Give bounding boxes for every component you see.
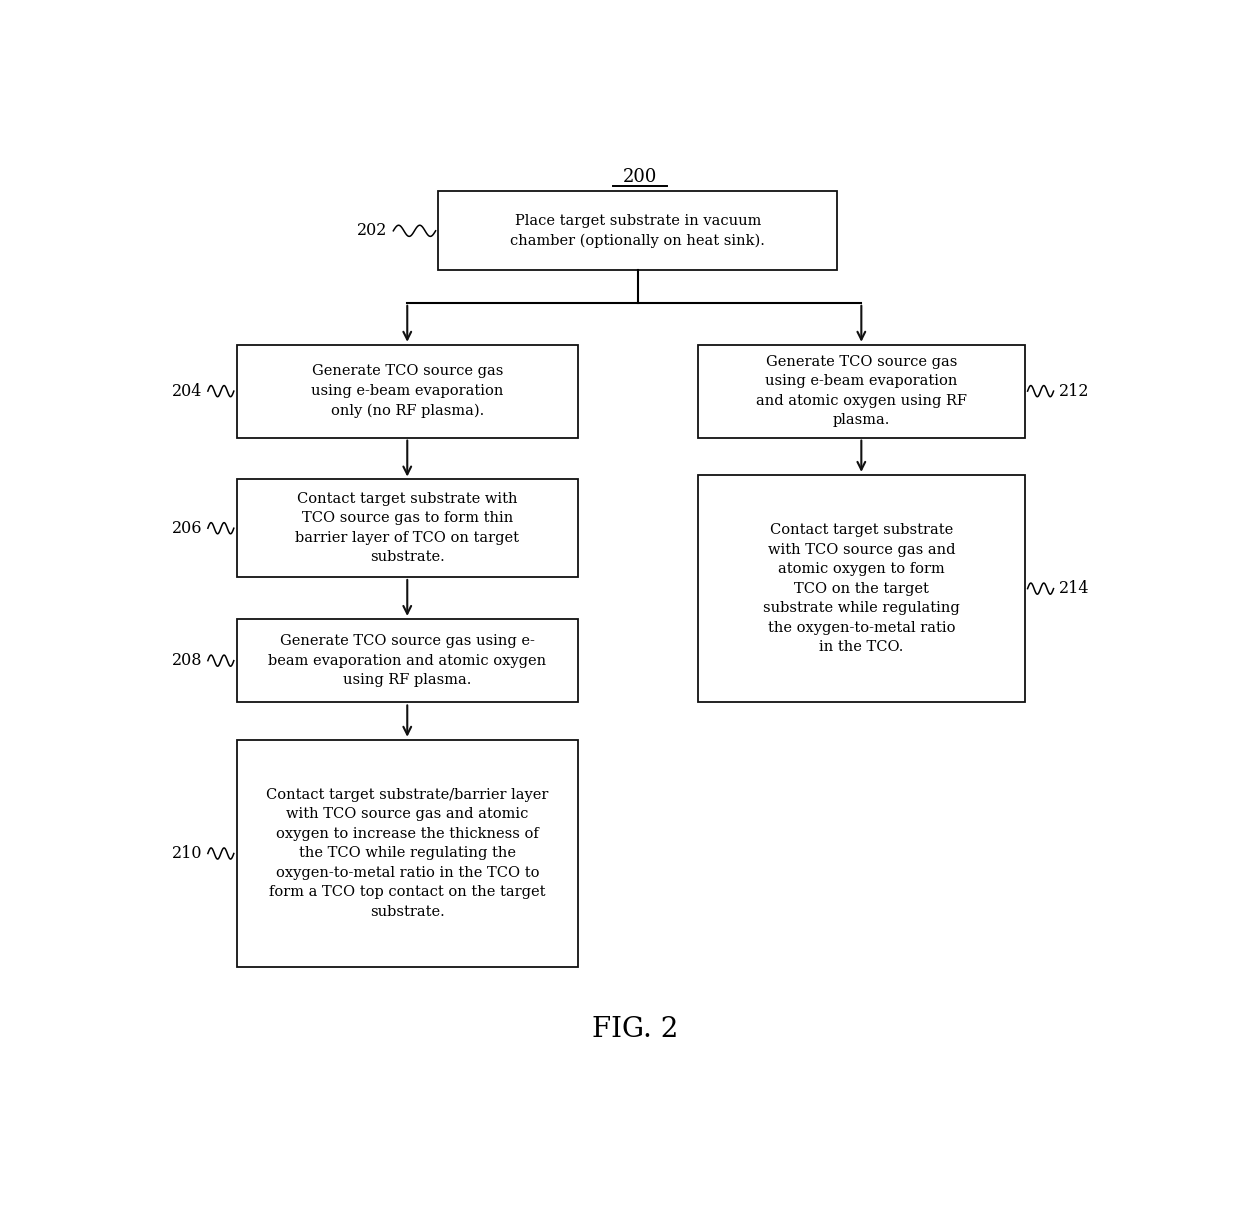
Text: 200: 200 — [624, 168, 657, 186]
Text: Place target substrate in vacuum
chamber (optionally on heat sink).: Place target substrate in vacuum chamber… — [511, 214, 765, 247]
Text: 214: 214 — [1059, 581, 1090, 597]
FancyBboxPatch shape — [698, 474, 1024, 702]
FancyBboxPatch shape — [237, 740, 578, 967]
Text: Generate TCO source gas
using e-beam evaporation
and atomic oxygen using RF
plas: Generate TCO source gas using e-beam eva… — [756, 355, 967, 427]
Text: 210: 210 — [171, 845, 202, 862]
Text: 202: 202 — [357, 222, 388, 239]
FancyBboxPatch shape — [237, 479, 578, 577]
FancyBboxPatch shape — [237, 345, 578, 438]
FancyBboxPatch shape — [439, 191, 837, 270]
Text: 208: 208 — [171, 652, 202, 669]
FancyBboxPatch shape — [698, 345, 1024, 438]
Text: Contact target substrate with
TCO source gas to form thin
barrier layer of TCO o: Contact target substrate with TCO source… — [295, 492, 520, 565]
Text: Generate TCO source gas using e-
beam evaporation and atomic oxygen
using RF pla: Generate TCO source gas using e- beam ev… — [268, 634, 547, 687]
Text: Contact target substrate
with TCO source gas and
atomic oxygen to form
TCO on th: Contact target substrate with TCO source… — [763, 523, 960, 654]
Text: 204: 204 — [171, 383, 202, 400]
Text: FIG. 2: FIG. 2 — [593, 1016, 678, 1043]
Text: 212: 212 — [1059, 383, 1090, 400]
Text: Contact target substrate/barrier layer
with TCO source gas and atomic
oxygen to : Contact target substrate/barrier layer w… — [267, 788, 548, 919]
Text: Generate TCO source gas
using e-beam evaporation
only (no RF plasma).: Generate TCO source gas using e-beam eva… — [311, 365, 503, 418]
FancyBboxPatch shape — [237, 619, 578, 702]
Text: 206: 206 — [171, 520, 202, 537]
